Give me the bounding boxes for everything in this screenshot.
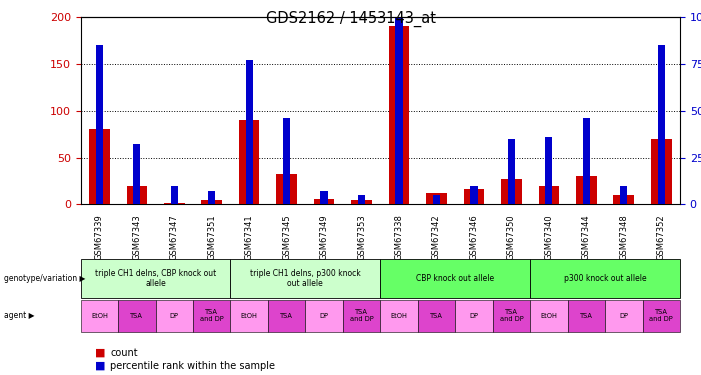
Bar	[426, 193, 447, 204]
Bar	[470, 186, 477, 204]
Text: count: count	[110, 348, 137, 357]
Text: DP: DP	[170, 313, 179, 319]
Bar	[651, 139, 672, 204]
Text: CBP knock out allele: CBP knock out allele	[416, 274, 494, 283]
Text: TSA: TSA	[130, 313, 143, 319]
Text: DP: DP	[320, 313, 329, 319]
Text: TSA: TSA	[430, 313, 443, 319]
Text: TSA
and DP: TSA and DP	[500, 309, 523, 322]
Bar	[133, 144, 140, 204]
Text: DP: DP	[619, 313, 628, 319]
Text: EtOH: EtOH	[240, 313, 258, 319]
Bar	[620, 186, 627, 204]
Bar	[351, 200, 372, 204]
Bar	[658, 45, 665, 204]
Text: triple CH1 delns, CBP knock out
allele: triple CH1 delns, CBP knock out allele	[95, 269, 216, 288]
Text: genotype/variation ▶: genotype/variation ▶	[4, 274, 85, 283]
Text: TSA
and DP: TSA and DP	[200, 309, 224, 322]
Bar	[126, 186, 147, 204]
Bar	[89, 129, 109, 204]
Text: percentile rank within the sample: percentile rank within the sample	[110, 361, 275, 370]
Bar	[96, 45, 103, 204]
Bar	[314, 199, 334, 204]
Text: TSA: TSA	[580, 313, 593, 319]
Text: TSA
and DP: TSA and DP	[350, 309, 374, 322]
Bar	[208, 191, 215, 204]
Text: triple CH1 delns, p300 knock
out allele: triple CH1 delns, p300 knock out allele	[250, 269, 361, 288]
Bar	[508, 139, 515, 204]
Bar	[164, 202, 184, 204]
Bar	[501, 179, 522, 204]
Bar	[170, 186, 178, 204]
Bar	[283, 118, 290, 204]
Text: DP: DP	[470, 313, 479, 319]
Bar	[358, 195, 365, 204]
Bar	[320, 191, 327, 204]
Bar	[245, 60, 253, 204]
Bar	[276, 174, 297, 204]
Bar	[395, 0, 402, 204]
Text: ■: ■	[95, 361, 105, 370]
Text: agent ▶: agent ▶	[4, 311, 34, 320]
Text: EtOH: EtOH	[390, 313, 407, 319]
Bar	[433, 195, 440, 204]
Bar	[613, 195, 634, 204]
Bar	[576, 176, 597, 204]
Text: TSA
and DP: TSA and DP	[649, 309, 673, 322]
Bar	[583, 118, 590, 204]
Text: ■: ■	[95, 348, 105, 357]
Text: TSA: TSA	[280, 313, 293, 319]
Text: GDS2162 / 1453143_at: GDS2162 / 1453143_at	[266, 11, 435, 27]
Bar	[538, 186, 559, 204]
Bar	[463, 189, 484, 204]
Text: EtOH: EtOH	[91, 313, 108, 319]
Bar	[545, 137, 552, 204]
Bar	[239, 120, 259, 204]
Bar	[201, 200, 222, 204]
Bar	[389, 26, 409, 204]
Text: EtOH: EtOH	[540, 313, 557, 319]
Text: p300 knock out allele: p300 knock out allele	[564, 274, 646, 283]
